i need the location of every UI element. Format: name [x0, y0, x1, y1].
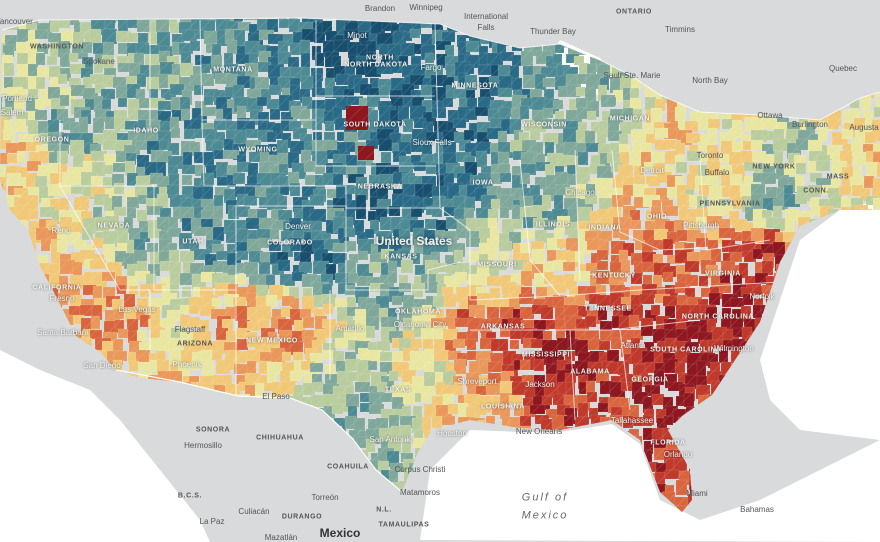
mexico-border	[115, 369, 403, 493]
atlantic-ocean-water	[760, 200, 880, 440]
canada-border	[1, 17, 880, 121]
pacific-ocean-water	[0, 350, 210, 542]
gulf-of-mexico-water	[420, 424, 880, 542]
state-borders	[59, 19, 781, 421]
